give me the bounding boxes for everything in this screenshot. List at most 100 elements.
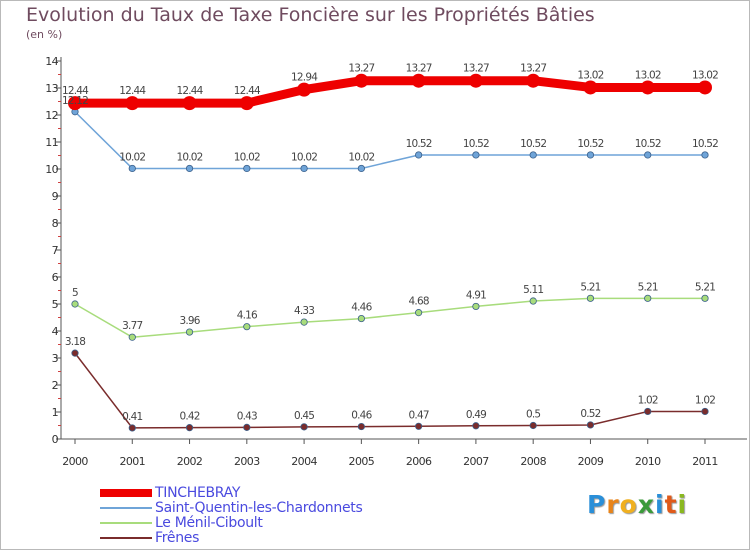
series-line	[75, 76, 705, 108]
data-label: 13.27	[348, 63, 374, 75]
data-point	[586, 151, 595, 159]
y-tick-label: 11	[45, 136, 58, 149]
data-point	[415, 309, 423, 317]
data-label: 12.12	[62, 95, 88, 107]
data-label: 4.46	[351, 302, 372, 314]
y-tick-label: 3	[52, 352, 59, 365]
data-point	[698, 80, 712, 95]
data-point	[529, 421, 537, 430]
data-label: 0.45	[294, 410, 314, 422]
data-point	[529, 151, 537, 159]
data-label: 0.49	[466, 409, 486, 421]
data-point	[472, 422, 480, 430]
data-point	[125, 96, 140, 111]
data-point	[701, 151, 709, 159]
data-label: 10.02	[291, 151, 317, 163]
data-label: 5	[72, 287, 78, 299]
data-point	[644, 407, 652, 416]
series-line	[74, 111, 705, 170]
data-point	[701, 294, 709, 302]
data-point	[300, 164, 308, 173]
data-label: 13.02	[692, 69, 718, 81]
data-point	[644, 151, 652, 159]
y-tick-label: 8	[52, 217, 59, 230]
data-point	[182, 96, 197, 111]
data-point	[185, 164, 194, 173]
data-point	[586, 294, 595, 302]
x-tick-label: 2005	[349, 455, 375, 468]
y-tick-label: 4	[52, 325, 59, 338]
legend-label: Saint-Quentin-les-Chardonnets	[155, 500, 363, 516]
data-point	[640, 80, 655, 95]
y-tick-label: 14	[45, 55, 58, 68]
data-label: 5.21	[695, 281, 715, 293]
x-tick-label: 2008	[520, 455, 546, 468]
data-point	[185, 424, 194, 432]
data-label: 0.41	[122, 411, 142, 423]
proxiti-logo: Proxiti	[587, 490, 687, 519]
data-point	[71, 349, 79, 357]
x-tick-label: 2004	[291, 455, 317, 468]
data-point	[357, 164, 365, 173]
y-tick-label: 12	[45, 109, 58, 122]
data-label: 12.44	[234, 85, 261, 97]
data-label: 12.44	[119, 85, 146, 97]
data-point	[415, 151, 423, 159]
data-label: 10.52	[635, 138, 661, 150]
data-label: 1.02	[695, 394, 715, 406]
y-tick-label: 5	[52, 298, 59, 311]
data-label: 0.42	[179, 411, 199, 423]
data-label: 10.02	[119, 151, 145, 163]
data-point	[239, 96, 254, 111]
legend-label: Frênes	[155, 530, 200, 546]
legend-label: TINCHEBRAY	[155, 485, 241, 501]
data-label: 4.91	[466, 289, 486, 301]
data-label: 1.02	[638, 394, 658, 406]
data-label: 12.44	[62, 85, 89, 97]
y-tick-label: 7	[52, 244, 59, 257]
data-point	[411, 73, 426, 88]
data-point	[71, 300, 79, 308]
data-point	[472, 302, 480, 311]
data-label: 0.52	[580, 408, 600, 420]
logo-letter: r	[606, 490, 620, 519]
logo-letter: i	[655, 490, 665, 519]
data-label: 10.52	[406, 138, 432, 150]
data-point	[415, 422, 423, 430]
series-line	[74, 352, 705, 429]
logo-letter: o	[619, 490, 638, 519]
data-label: 3.77	[122, 320, 142, 332]
x-tick-label: 2007	[463, 455, 489, 468]
data-point	[529, 297, 537, 305]
y-tick-label: 13	[45, 82, 58, 95]
data-label: 13.27	[463, 63, 489, 75]
data-label: 0.43	[237, 410, 257, 422]
data-label: 4.16	[237, 310, 258, 322]
data-label: 5.21	[580, 281, 600, 293]
data-point	[128, 164, 136, 173]
data-point	[300, 423, 308, 431]
data-label: 10.52	[692, 138, 718, 150]
y-tick-label: 0	[52, 433, 59, 446]
data-label: 0.46	[351, 410, 372, 422]
x-tick-label: 2002	[177, 455, 203, 468]
data-label: 13.27	[406, 63, 432, 75]
legend-swatch	[100, 507, 152, 509]
data-label: 12.94	[291, 72, 318, 84]
data-label: 10.52	[577, 138, 603, 150]
data-point	[68, 96, 82, 111]
data-label: 3.96	[179, 315, 200, 327]
data-label: 10.52	[520, 138, 546, 150]
legend-swatch	[100, 537, 152, 539]
data-point	[357, 314, 365, 323]
data-label: 4.33	[294, 305, 314, 317]
data-point	[586, 421, 595, 429]
data-point	[243, 423, 251, 431]
y-tick-label: 6	[52, 271, 59, 284]
legend-label: Le Ménil-Ciboult	[155, 515, 263, 531]
logo-letter: t	[664, 490, 678, 519]
y-tick-label: 9	[52, 190, 59, 203]
data-label: 10.02	[177, 151, 203, 163]
logo-letter: x	[637, 490, 655, 519]
